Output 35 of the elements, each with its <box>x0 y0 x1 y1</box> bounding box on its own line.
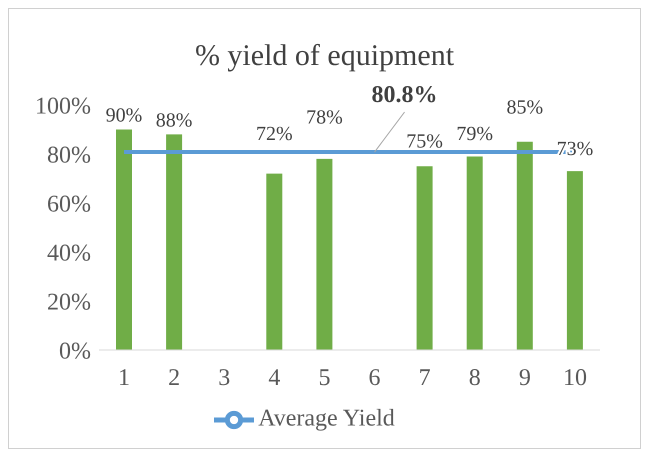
bar <box>116 130 132 350</box>
bar <box>566 171 583 350</box>
y-tick-label: 0% <box>59 338 91 365</box>
bar <box>416 166 433 350</box>
bar <box>466 156 483 350</box>
x-tick-label: 4 <box>268 365 280 392</box>
data-label: 85% <box>506 96 544 119</box>
bar <box>516 142 533 350</box>
annotation: 80.8% <box>372 82 438 108</box>
y-tick-label: 60% <box>47 192 91 218</box>
bar <box>166 134 182 350</box>
y-tick-label: 20% <box>47 290 91 316</box>
legend-label: Average Yield <box>258 406 395 432</box>
x-tick-label: 6 <box>368 365 381 392</box>
x-tick-label: 9 <box>518 365 531 392</box>
x-tick-label: 3 <box>218 365 230 392</box>
x-tick-label: 1 <box>118 365 130 392</box>
y-tick-label: 100% <box>35 94 91 120</box>
chart-title: % yield of equipment <box>194 39 456 74</box>
bar <box>316 158 332 350</box>
data-label: 88% <box>156 109 192 132</box>
x-tick-label: 5 <box>318 365 330 392</box>
data-label: 90% <box>106 104 142 126</box>
data-label: 79% <box>456 123 494 146</box>
y-tick-label: 40% <box>47 240 91 267</box>
data-label: 73% <box>556 138 594 160</box>
y-tick-label: 80% <box>47 142 91 169</box>
bar <box>266 174 282 350</box>
data-label: 75% <box>406 130 443 153</box>
data-label: 72% <box>256 123 293 146</box>
x-tick-label: 7 <box>418 365 431 392</box>
x-tick-label: 10 <box>562 365 587 392</box>
x-tick-label: 8 <box>468 365 481 392</box>
data-label: 78% <box>306 106 343 129</box>
x-tick-label: 2 <box>168 365 180 392</box>
